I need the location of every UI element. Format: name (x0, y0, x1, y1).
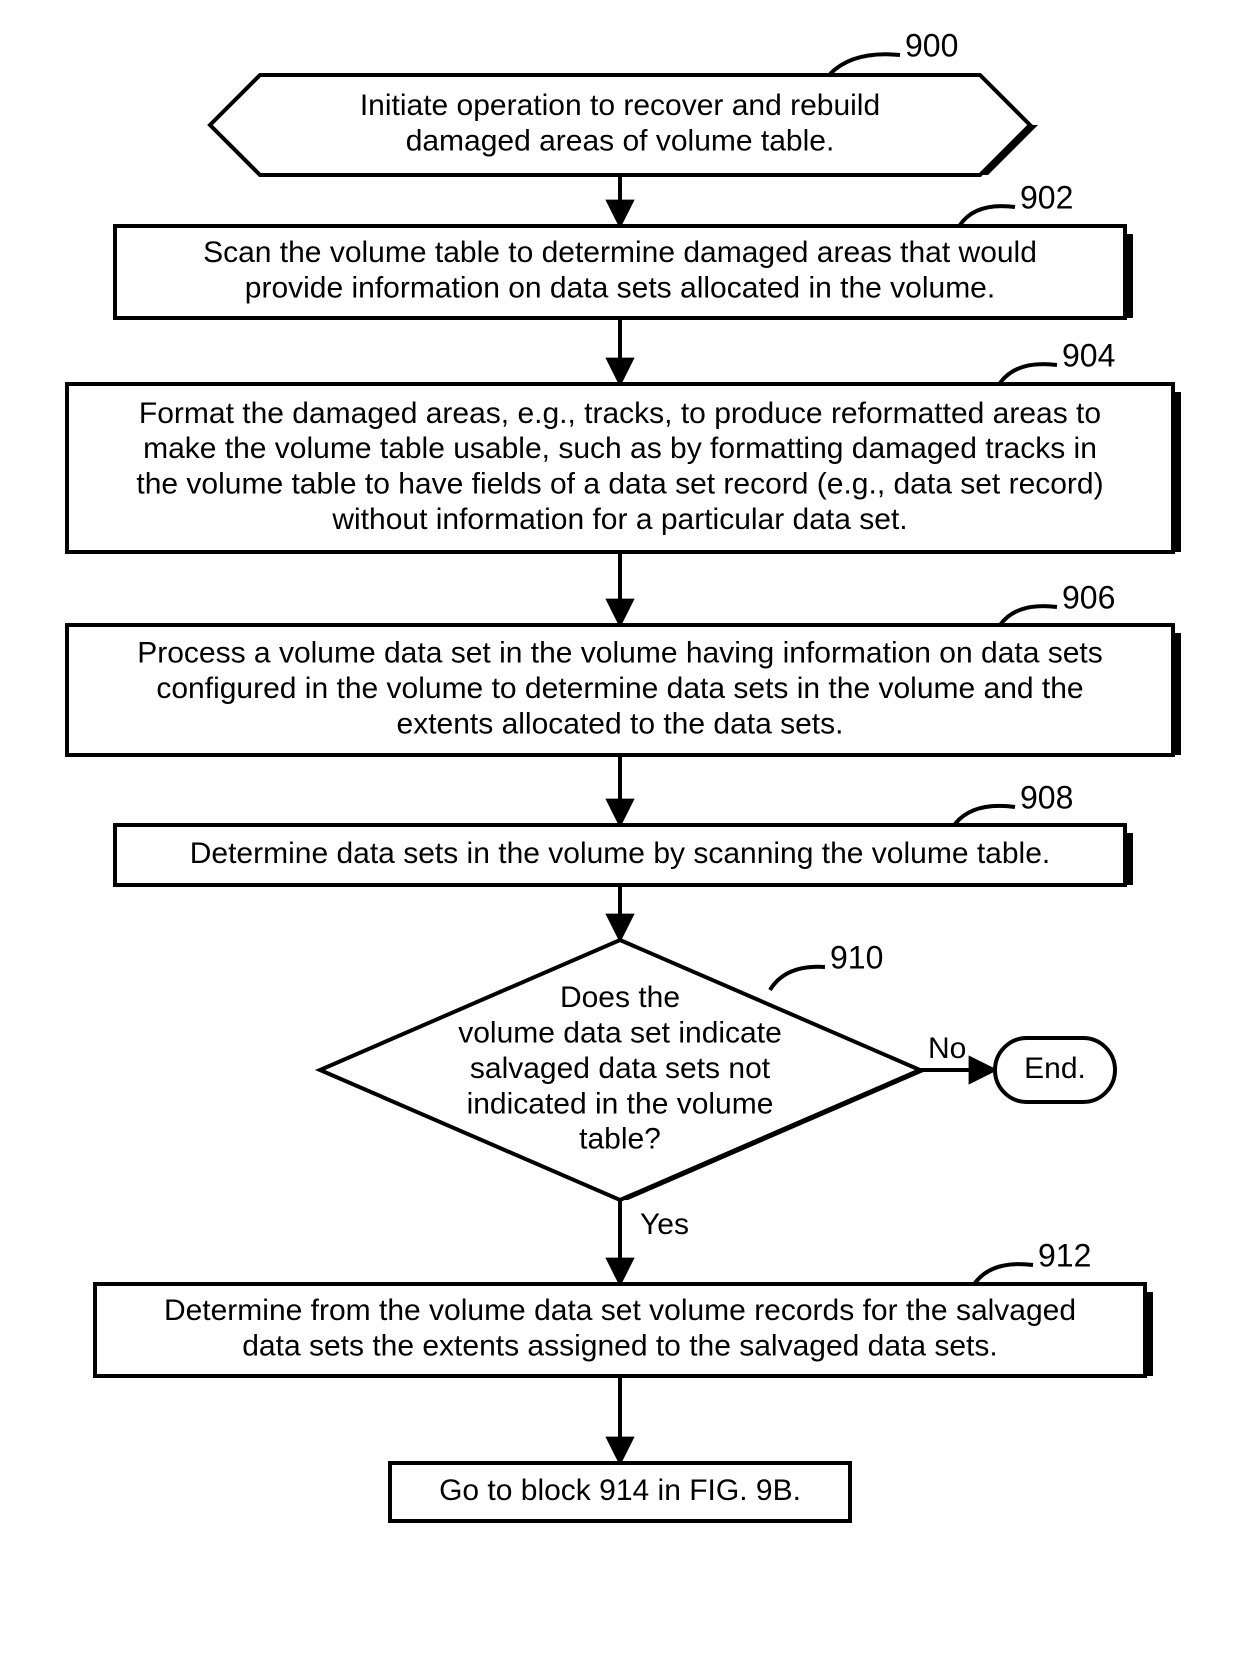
ref-leader (1000, 364, 1057, 383)
ref-label: 906 (1062, 579, 1115, 615)
ref-leader (770, 967, 825, 990)
edge-label: No (928, 1032, 966, 1065)
node-text: volume data set indicate (458, 1017, 782, 1050)
ref-label: 910 (830, 939, 883, 975)
ref-leader (975, 1264, 1033, 1283)
node-text: Determine from the volume data set volum… (164, 1294, 1076, 1327)
ref-leader (960, 206, 1015, 225)
node-text: make the volume table usable, such as by… (143, 432, 1097, 465)
edge-label: Yes (640, 1208, 689, 1241)
node-text: damaged areas of volume table. (406, 125, 835, 158)
node-text: salvaged data sets not (470, 1052, 771, 1085)
node-text: indicated in the volume (467, 1087, 774, 1120)
node-text: Format the damaged areas, e.g., tracks, … (139, 397, 1101, 430)
node-text: configured in the volume to determine da… (156, 672, 1083, 705)
ref-label: 904 (1062, 337, 1115, 373)
node-text: provide information on data sets allocat… (245, 272, 995, 305)
node-text: table? (579, 1123, 661, 1156)
node-text: Determine data sets in the volume by sca… (190, 837, 1050, 870)
node-text: Go to block 914 in FIG. 9B. (439, 1474, 801, 1507)
node-text: the volume table to have fields of a dat… (136, 468, 1103, 501)
node-text: Process a volume data set in the volume … (137, 637, 1103, 670)
ref-label: 912 (1038, 1237, 1091, 1273)
ref-leader (1000, 606, 1057, 625)
node-text: End. (1024, 1052, 1086, 1085)
node-text: Initiate operation to recover and rebuil… (360, 89, 880, 122)
node-text: Does the (560, 981, 680, 1014)
ref-leader (830, 54, 900, 74)
ref-label: 908 (1020, 779, 1073, 815)
ref-label: 900 (905, 27, 958, 63)
node-text: Scan the volume table to determine damag… (203, 236, 1037, 269)
node-text: without information for a particular dat… (331, 503, 907, 536)
node-text: extents allocated to the data sets. (397, 707, 844, 740)
ref-leader (955, 806, 1015, 824)
node-text: data sets the extents assigned to the sa… (242, 1330, 998, 1363)
ref-label: 902 (1020, 179, 1073, 215)
